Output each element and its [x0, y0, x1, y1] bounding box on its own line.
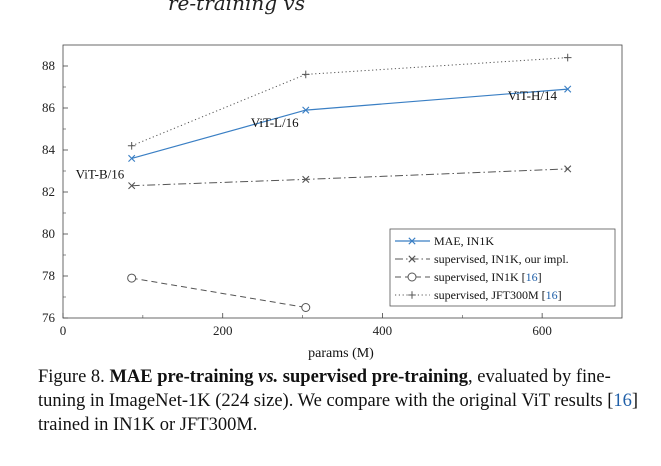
data-point [302, 175, 310, 183]
x-axis-label: params (M) [308, 346, 374, 360]
y-tick-label: 76 [42, 310, 56, 325]
chart-annotations: ViT-B/16 ViT-L/16 ViT-H/14 [76, 88, 558, 181]
data-point [563, 53, 572, 62]
data-point [564, 165, 572, 173]
y-tick-label: 86 [42, 100, 56, 115]
series-line [131, 57, 568, 147]
legend-label-text: ] [558, 288, 562, 302]
legend-label: MAE, IN1K [434, 234, 494, 248]
marker-x [128, 182, 136, 190]
legend-label: supervised, JFT300M [16] [434, 288, 562, 302]
series-1 [128, 85, 572, 162]
x-tick-label: 0 [60, 323, 67, 338]
caption-text-2: ] trained in IN1K or JFT300M. [38, 391, 639, 435]
series-4 [127, 53, 572, 150]
caption-figure-label: Figure 8. [38, 367, 105, 387]
y-tick-label: 88 [42, 58, 55, 73]
marker-x [408, 237, 416, 245]
series-line [131, 88, 568, 159]
marker-x [564, 165, 572, 173]
marker-x [302, 175, 310, 183]
legend-item-4: supervised, JFT300M [16] [395, 288, 562, 302]
point-label: ViT-B/16 [76, 166, 125, 181]
caption-vs: vs. [258, 367, 279, 387]
x-tick-label: 400 [373, 323, 393, 338]
legend-box [389, 228, 616, 307]
marker-x [564, 85, 572, 93]
marker-x [302, 106, 310, 114]
series-3 [127, 273, 311, 312]
marker-x [128, 154, 136, 162]
legend-marker [408, 255, 416, 263]
header-fragment: re-training vs [168, 0, 305, 15]
legend-label-text: supervised, IN1K, our impl. [434, 252, 569, 266]
legend-marker [407, 272, 417, 282]
data-point [301, 70, 310, 79]
marker-plus [127, 142, 136, 150]
legend-label-text: supervised, IN1K [ [434, 270, 526, 284]
y-tick-label: 80 [42, 226, 55, 241]
series-line [131, 168, 568, 187]
y-tick-label: 82 [42, 184, 55, 199]
data-point [564, 85, 572, 93]
marker-plus [563, 53, 572, 62]
y-tick-label: 84 [42, 142, 56, 157]
point-label: ViT-L/16 [251, 115, 299, 130]
data-point [127, 142, 136, 150]
data-point [301, 303, 311, 312]
chart-legend: MAE, IN1K supervised, IN1K, our impl. supe… [389, 228, 616, 307]
legend-label: supervised, IN1K, our impl. [434, 252, 569, 266]
legend-label: supervised, IN1K [16] [434, 270, 542, 284]
legend-marker [408, 291, 416, 299]
legend-label-text: supervised, JFT300M [ [434, 288, 546, 302]
chart-series-layer [127, 53, 572, 312]
series-2 [128, 165, 572, 190]
data-point [302, 106, 310, 114]
caption-text-1: , evaluated by fine-tuning in ImageNet-1… [38, 367, 614, 411]
figure-caption: Figure 8. MAE pre-training vs. supervise… [38, 365, 648, 437]
line-chart: 76 78 80 82 84 86 88 0 200 400 600 ViT-B/16 ViT-L/1… [42, 44, 623, 360]
legend-label-cite: 16 [546, 288, 558, 302]
x-tick-label: 600 [532, 323, 552, 338]
marker-circle [301, 303, 311, 312]
y-tick-label: 78 [42, 268, 55, 283]
marker-circle [127, 273, 137, 283]
point-label: ViT-H/14 [508, 88, 558, 103]
legend-item-3: supervised, IN1K [16] [395, 270, 542, 284]
marker-x [408, 255, 416, 263]
x-tick-label: 200 [213, 323, 233, 338]
plot-frame [62, 44, 623, 319]
chart-axes: 76 78 80 82 84 86 88 0 200 400 600 [42, 44, 623, 338]
data-point [127, 273, 137, 283]
legend-label-cite: 16 [526, 270, 538, 284]
data-point [128, 182, 136, 190]
marker-plus [408, 291, 416, 299]
data-point [128, 154, 136, 162]
marker-circle [407, 272, 417, 282]
caption-bold-2: supervised pre-training [282, 367, 468, 387]
legend-label-text: MAE, IN1K [434, 234, 494, 248]
series-line [131, 277, 306, 308]
legend-item-1: MAE, IN1K [395, 234, 494, 248]
legend-marker [408, 237, 416, 245]
legend-label-text: ] [538, 270, 542, 284]
marker-plus [301, 70, 310, 79]
caption-cite: 16 [613, 391, 632, 411]
legend-item-2: supervised, IN1K, our impl. [395, 252, 569, 266]
caption-bold-1: MAE pre-training [109, 367, 254, 387]
